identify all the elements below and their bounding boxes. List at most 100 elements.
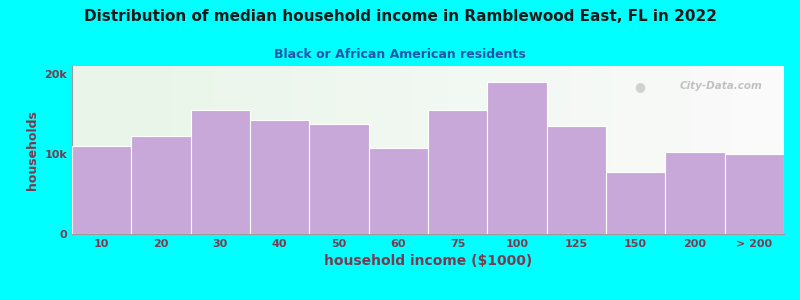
Bar: [492, 66, 499, 234]
Bar: [606, 172, 666, 234]
Bar: [399, 66, 406, 234]
Bar: [606, 172, 666, 234]
Bar: [310, 124, 369, 234]
Bar: [307, 66, 314, 234]
Bar: [670, 66, 677, 234]
Bar: [570, 66, 578, 234]
Bar: [178, 66, 186, 234]
Bar: [546, 126, 606, 234]
Bar: [101, 66, 107, 234]
Bar: [131, 136, 190, 234]
Bar: [599, 66, 606, 234]
Bar: [713, 66, 720, 234]
Bar: [534, 66, 542, 234]
Bar: [207, 66, 214, 234]
Bar: [478, 66, 485, 234]
Bar: [762, 66, 770, 234]
Bar: [578, 66, 585, 234]
Bar: [190, 110, 250, 234]
Bar: [542, 66, 549, 234]
Bar: [129, 66, 136, 234]
Bar: [371, 66, 378, 234]
Bar: [620, 66, 627, 234]
Bar: [364, 66, 371, 234]
Bar: [72, 66, 79, 234]
Bar: [677, 66, 684, 234]
Bar: [742, 66, 748, 234]
Bar: [606, 66, 613, 234]
Bar: [369, 148, 428, 234]
Bar: [649, 66, 656, 234]
Bar: [546, 126, 606, 234]
Bar: [777, 66, 784, 234]
Bar: [528, 66, 534, 234]
Bar: [257, 66, 264, 234]
Bar: [310, 124, 369, 234]
Bar: [613, 66, 620, 234]
Bar: [86, 66, 94, 234]
Bar: [725, 154, 784, 234]
Bar: [386, 66, 392, 234]
Bar: [749, 66, 755, 234]
Bar: [286, 66, 293, 234]
Bar: [392, 66, 399, 234]
Bar: [556, 66, 563, 234]
Bar: [250, 120, 310, 234]
Bar: [136, 66, 143, 234]
Bar: [485, 66, 492, 234]
Bar: [214, 66, 222, 234]
Bar: [122, 66, 129, 234]
Text: Distribution of median household income in Ramblewood East, FL in 2022: Distribution of median household income …: [83, 9, 717, 24]
Bar: [691, 66, 698, 234]
Bar: [300, 66, 307, 234]
Y-axis label: households: households: [26, 110, 39, 190]
Bar: [94, 66, 101, 234]
Bar: [107, 66, 114, 234]
Bar: [634, 66, 642, 234]
Bar: [585, 66, 592, 234]
Bar: [727, 66, 734, 234]
Bar: [592, 66, 599, 234]
Bar: [663, 66, 670, 234]
Bar: [79, 66, 86, 234]
Bar: [428, 66, 435, 234]
Bar: [222, 66, 229, 234]
Bar: [328, 66, 335, 234]
Bar: [627, 66, 634, 234]
Bar: [250, 120, 310, 234]
Bar: [200, 66, 207, 234]
Bar: [250, 66, 257, 234]
Bar: [428, 110, 487, 234]
Bar: [720, 66, 727, 234]
Bar: [72, 146, 131, 234]
Bar: [229, 66, 236, 234]
Bar: [165, 66, 172, 234]
Bar: [350, 66, 357, 234]
Bar: [143, 66, 150, 234]
Bar: [470, 66, 478, 234]
Bar: [642, 66, 649, 234]
Bar: [725, 154, 784, 234]
Bar: [243, 66, 250, 234]
Bar: [414, 66, 421, 234]
Bar: [684, 66, 691, 234]
Bar: [755, 66, 762, 234]
Text: City-Data.com: City-Data.com: [680, 81, 762, 91]
Bar: [666, 152, 725, 234]
Bar: [357, 66, 364, 234]
Bar: [293, 66, 300, 234]
Bar: [264, 66, 271, 234]
Bar: [506, 66, 514, 234]
Text: ●: ●: [634, 80, 646, 93]
Bar: [378, 66, 386, 234]
Bar: [521, 66, 528, 234]
Bar: [314, 66, 321, 234]
Bar: [186, 66, 193, 234]
Bar: [335, 66, 342, 234]
Bar: [442, 66, 450, 234]
Bar: [487, 82, 546, 234]
Bar: [114, 66, 122, 234]
X-axis label: household income ($1000): household income ($1000): [324, 254, 532, 268]
Bar: [698, 66, 706, 234]
Bar: [421, 66, 428, 234]
